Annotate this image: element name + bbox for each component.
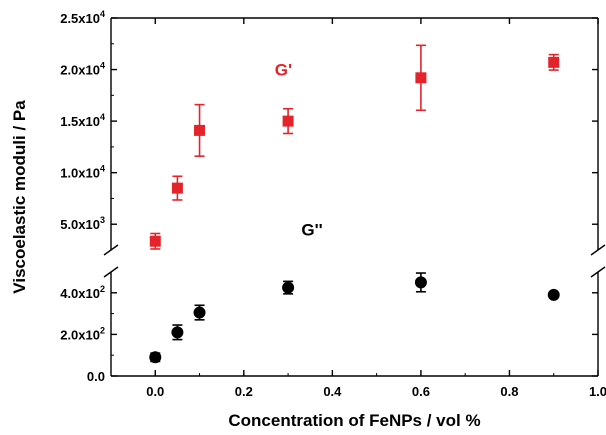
x-tick-label: 0.4 — [323, 384, 342, 399]
data-point-square — [282, 115, 294, 127]
data-point-circle — [171, 326, 184, 339]
y-tick-label: 1.0x104 — [60, 164, 105, 181]
x-tick-label: 0.8 — [500, 384, 518, 399]
data-point-square — [171, 182, 183, 194]
x-axis-title: Concentration of FeNPs / vol % — [228, 411, 480, 430]
right-axis-break-mark — [590, 244, 606, 256]
y-tick-label: 1.5x104 — [60, 112, 105, 129]
data-point-square — [415, 72, 427, 84]
left-axis-break-mark — [103, 244, 119, 256]
y-tick-label: 2.0x102 — [60, 325, 105, 342]
y-tick-label: 5.0x103 — [60, 215, 105, 232]
data-point-circle — [149, 351, 162, 364]
data-point-circle — [193, 306, 206, 319]
y-axis-title: Viscoelastic moduli / Pa — [10, 100, 29, 294]
series-annotation: G'' — [301, 221, 322, 240]
y-tick-label: 2.5x104 — [60, 9, 105, 26]
data-points — [149, 44, 560, 364]
data-point-square — [548, 56, 560, 68]
y-tick-label: 4.0x102 — [60, 284, 105, 301]
x-tick-label: 0.0 — [146, 384, 164, 399]
data-point-circle — [547, 288, 560, 301]
left-axis-break-mark — [103, 266, 119, 278]
y-tick-label: 0.0 — [87, 369, 105, 384]
plot-frame — [103, 17, 606, 377]
data-point-circle — [414, 276, 427, 289]
right-axis-break-mark — [590, 266, 606, 278]
x-tick-label: 0.2 — [235, 384, 253, 399]
x-tick-label: 0.6 — [412, 384, 430, 399]
series-annotation: G' — [275, 61, 292, 80]
axis-labels: 0.0 0.2 0.4 0.6 0.8 1.0 0.0 2.0x102 4.0x102 5.0x1… — [10, 9, 606, 430]
data-point-square — [194, 124, 206, 136]
data-point-circle — [282, 281, 295, 294]
y-tick-label: 2.0x104 — [60, 61, 105, 78]
x-tick-label: 1.0 — [589, 384, 606, 399]
axis-ticks — [110, 17, 599, 377]
data-point-square — [149, 235, 161, 247]
